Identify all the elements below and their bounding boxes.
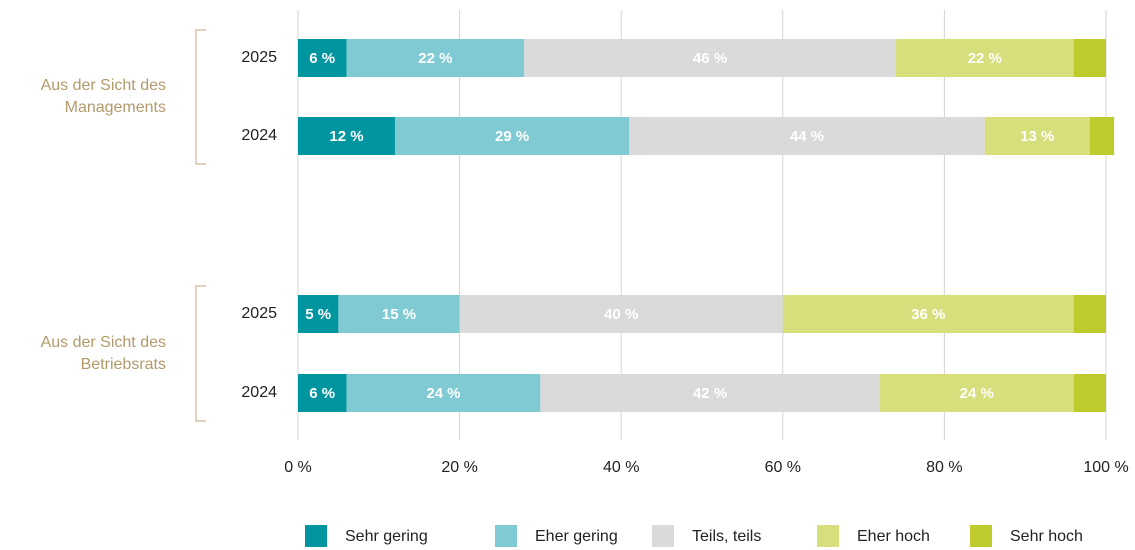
legend-label: Eher gering [535, 528, 618, 545]
x-tick-label: 20 % [441, 459, 477, 476]
x-tick-label: 40 % [603, 459, 639, 476]
bar-segment [782, 295, 1074, 333]
legend-label: Teils, teils [692, 528, 761, 545]
bar-segment [1073, 39, 1106, 77]
y-tick-label: 2025 [241, 49, 277, 66]
data-label: 29 % [495, 128, 529, 145]
legend-swatch [652, 525, 674, 547]
legend-label: Eher hoch [857, 528, 930, 545]
bar-segment [459, 295, 783, 333]
bar-segment [298, 39, 347, 77]
bar-segment [984, 117, 1090, 155]
bar-segment [895, 39, 1074, 77]
legend-swatch [495, 525, 517, 547]
bar-segment [629, 117, 985, 155]
y-tick-label: 2024 [241, 384, 277, 401]
legend-label: Sehr hoch [1010, 528, 1083, 545]
x-tick-label: 80 % [926, 459, 962, 476]
bar-segment [346, 374, 541, 412]
bar-segment [298, 295, 339, 333]
x-tick-label: 100 % [1083, 459, 1128, 476]
bar-segment [524, 39, 896, 77]
data-label: 44 % [790, 128, 824, 145]
x-tick-label: 60 % [765, 459, 801, 476]
data-label: 6 % [309, 50, 335, 67]
legend-swatch [817, 525, 839, 547]
bar-segment [1073, 295, 1106, 333]
data-label: 36 % [911, 306, 945, 323]
bar-segment [1073, 374, 1106, 412]
data-label: 24 % [426, 385, 460, 402]
group-bracket [195, 285, 206, 422]
bar-segment [298, 117, 395, 155]
group-bracket [195, 29, 206, 165]
legend-swatch [970, 525, 992, 547]
y-tick-label: 2024 [241, 127, 277, 144]
bar-segment [1089, 117, 1115, 155]
bar-segment [346, 39, 525, 77]
y-tick-label: 2025 [241, 305, 277, 322]
x-tick-label: 0 % [284, 459, 312, 476]
bar-segment [338, 295, 460, 333]
bar-segment [540, 374, 880, 412]
data-label: 22 % [968, 50, 1002, 67]
data-label: 15 % [382, 306, 416, 323]
bar-segment [394, 117, 630, 155]
legend-label: Sehr gering [345, 528, 428, 545]
data-label: 46 % [693, 50, 727, 67]
bar-segment [879, 374, 1074, 412]
data-label: 42 % [693, 385, 727, 402]
data-label: 22 % [418, 50, 452, 67]
data-label: 6 % [309, 385, 335, 402]
data-label: 5 % [305, 306, 331, 323]
bar-segment [298, 374, 347, 412]
group-label: Aus der Sicht des Betriebsrats [40, 333, 166, 373]
data-label: 24 % [960, 385, 994, 402]
legend-swatch [305, 525, 327, 547]
group-label: Aus der Sicht des Managements [40, 77, 166, 116]
data-label: 40 % [604, 306, 638, 323]
data-label: 13 % [1020, 128, 1054, 145]
data-label: 12 % [329, 128, 363, 145]
